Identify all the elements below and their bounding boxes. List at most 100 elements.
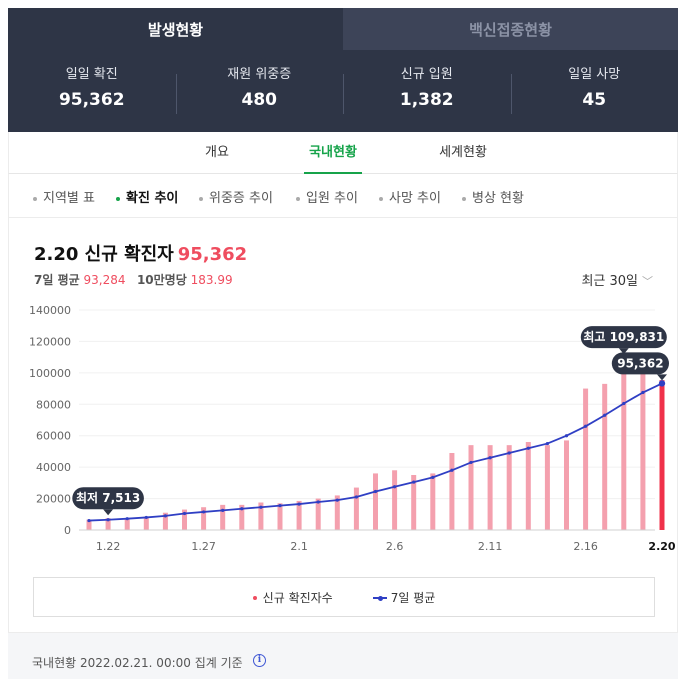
stat-label: 재원 위중증 xyxy=(227,67,292,82)
y-tick-label: 140000 xyxy=(29,304,71,317)
bar xyxy=(296,500,302,530)
average-point xyxy=(278,504,282,508)
bar xyxy=(86,519,92,530)
average-point xyxy=(163,514,167,518)
callout-bubble xyxy=(611,352,669,375)
filter-bed-status[interactable]: 병상 현황 xyxy=(462,187,524,206)
average-point xyxy=(603,413,607,417)
filter-bar: 지역별 표 확진 추이 위중증 추이 입원 추이 사망 추이 병상 현황 xyxy=(8,174,678,218)
tab-outbreak-status[interactable]: 발생현황 xyxy=(8,8,343,50)
average-point xyxy=(240,507,244,511)
bullet-icon xyxy=(379,196,383,201)
stat-value: 45 xyxy=(582,90,607,110)
tab-world[interactable]: 세계현황 xyxy=(439,145,487,160)
average-point xyxy=(450,468,454,472)
filter-critical-trend[interactable]: 위중증 추이 xyxy=(199,187,273,206)
y-tick-label: 0 xyxy=(64,524,71,537)
stat-value: 480 xyxy=(241,90,278,110)
average-point xyxy=(622,401,626,406)
sub-tabs: 개요 국내현황 세계현황 xyxy=(8,132,678,174)
average-point xyxy=(221,508,225,512)
average-point xyxy=(641,390,645,395)
callout-label: 95,362 xyxy=(617,356,663,370)
bar xyxy=(525,442,531,530)
average-point xyxy=(335,498,339,502)
average-point xyxy=(144,515,148,520)
bar xyxy=(468,445,474,530)
chart-panel: 2.20 신규 확진자 95,362 7일 평균 93,284 10만명당 183… xyxy=(8,218,678,679)
y-tick-label: 120000 xyxy=(29,335,71,348)
filter-region-table[interactable]: 지역별 표 xyxy=(33,187,95,206)
status-header: 발생현황 백신접종현황 일일 확진 95,362 재원 위중증 480 신규 입… xyxy=(8,8,678,132)
x-tick-label: 2.6 xyxy=(386,540,404,553)
bullet-icon xyxy=(116,196,120,201)
bar xyxy=(353,487,359,530)
filter-label: 사망 추이 xyxy=(389,191,441,206)
stat-value: 1,382 xyxy=(399,90,454,110)
tab-overview[interactable]: 개요 xyxy=(205,145,229,160)
bar xyxy=(258,502,264,530)
y-tick-label: 100000 xyxy=(29,367,71,380)
filter-label: 확진 추이 xyxy=(126,191,179,206)
legend-item-average[interactable]: 7일 평균 xyxy=(372,589,435,606)
latest-average-point xyxy=(658,380,666,387)
page-title: 2.20 신규 확진자 95,362 xyxy=(34,240,247,266)
x-tick-label: 2.11 xyxy=(478,540,503,553)
bullet-icon xyxy=(33,196,37,201)
filter-death-trend[interactable]: 사망 추이 xyxy=(379,187,441,206)
info-icon[interactable]: i xyxy=(253,654,266,667)
chevron-down-icon: ﹀ xyxy=(642,275,653,288)
callout-bubble xyxy=(580,326,667,349)
confirmed-chart: 140000 120000 100000 80000 60000 40000 20000 0 1… xyxy=(29,304,676,553)
tab-domestic[interactable]: 국내현황 xyxy=(304,132,362,174)
x-tick-label: 2.20 xyxy=(648,540,675,553)
legend-item-confirmed[interactable]: 신규 확진자수 xyxy=(252,589,333,606)
average-point xyxy=(297,502,301,506)
stat-daily-deaths: 일일 사망 45 xyxy=(510,66,679,122)
stat-new-admission: 신규 입원 1,382 xyxy=(343,66,511,122)
average-point xyxy=(488,456,492,460)
average-point xyxy=(507,451,511,455)
average-point xyxy=(431,475,435,479)
bar xyxy=(201,507,207,530)
legend-dot-icon xyxy=(252,596,257,600)
filter-confirmed-trend[interactable]: 확진 추이 xyxy=(116,187,178,206)
y-tick-label: 40000 xyxy=(36,461,71,474)
bar xyxy=(621,357,627,530)
bar xyxy=(392,470,398,530)
bar xyxy=(373,473,378,530)
callout-label: 최저 7,513 xyxy=(76,490,140,505)
bullet-icon xyxy=(462,196,466,201)
footer: 국내현황 2022.02.21. 00:00 집계 기준 i xyxy=(8,632,678,679)
average-point xyxy=(316,500,320,504)
bar xyxy=(487,445,493,530)
average-point xyxy=(202,510,206,514)
bar xyxy=(449,453,455,530)
bar xyxy=(602,383,608,530)
filter-label: 병상 현황 xyxy=(472,191,524,206)
headline-count: 95,362 xyxy=(177,244,248,265)
tab-vaccination-status[interactable]: 백신접종현황 xyxy=(343,8,678,50)
filter-label: 위중증 추이 xyxy=(209,191,273,206)
bar xyxy=(162,512,168,530)
y-tick-label: 60000 xyxy=(36,430,71,443)
filter-label: 입원 추이 xyxy=(306,191,358,206)
bar xyxy=(506,445,512,530)
period-select[interactable]: 최근 30일 ﹀ xyxy=(581,270,653,289)
average-point xyxy=(354,495,358,499)
bar xyxy=(640,369,646,530)
stat-label: 일일 확진 xyxy=(65,67,118,82)
bar xyxy=(334,495,340,530)
average-point xyxy=(564,434,569,438)
bar xyxy=(564,440,569,530)
bar xyxy=(411,475,417,530)
filter-admission-trend[interactable]: 입원 추이 xyxy=(296,187,358,206)
bar xyxy=(544,445,550,530)
average-point xyxy=(526,446,530,450)
callout-pointer xyxy=(657,374,667,381)
x-tick-label: 1.27 xyxy=(191,540,216,553)
bullet-icon xyxy=(296,196,300,201)
stat-daily-confirmed: 일일 확진 95,362 xyxy=(8,66,176,122)
avg-value: 93,284 xyxy=(83,273,126,287)
period-label: 최근 30일 xyxy=(581,274,638,289)
